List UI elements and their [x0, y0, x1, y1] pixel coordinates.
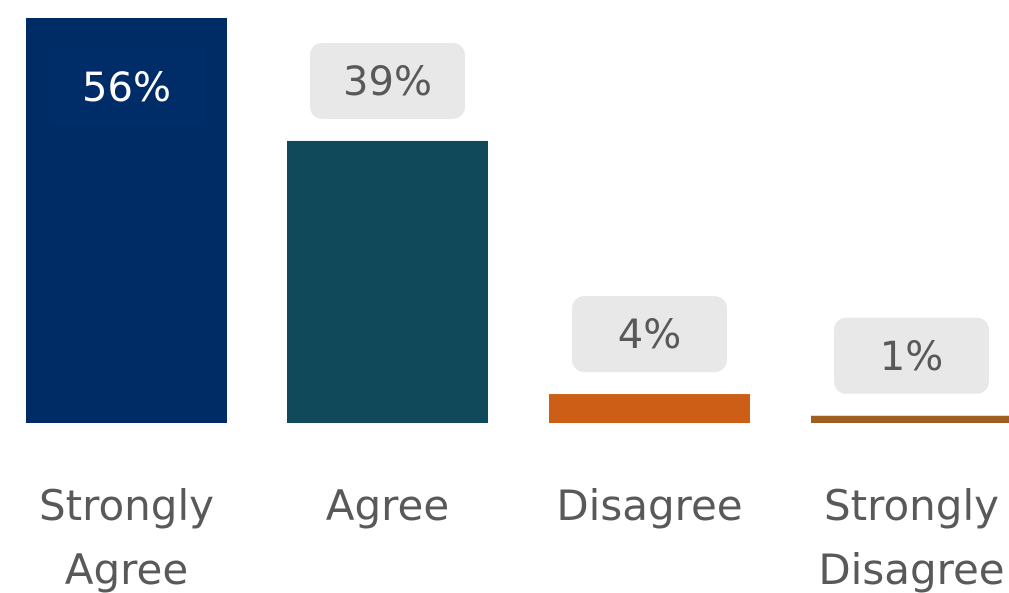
category-label-disagree: Disagree: [556, 481, 742, 530]
data-label-strongly-agree: 56%: [82, 65, 171, 111]
bar-strongly-disagree: [811, 415, 1009, 423]
data-label-strongly-disagree: 1%: [880, 334, 943, 380]
data-label-box-disagree: [572, 296, 727, 373]
category-label-strongly-disagree: Strongly Disagree: [818, 481, 1004, 593]
category-label-line: Strongly: [39, 481, 214, 530]
data-label-box-strongly-disagree: [834, 317, 989, 394]
category-label-line: Disagree: [818, 545, 1004, 593]
data-label-agree: 39%: [343, 59, 432, 105]
category-label-line: Agree: [326, 481, 449, 530]
data-label-box-strongly-agree: [49, 49, 204, 125]
bar-disagree: [549, 394, 750, 423]
category-label-strongly-agree: Strongly Agree: [39, 481, 214, 593]
category-label-agree: Agree: [326, 481, 449, 530]
category-label-line: Strongly: [824, 481, 999, 530]
category-label-line: Agree: [65, 545, 188, 593]
data-label-disagree: 4%: [618, 312, 681, 358]
data-label-box-agree: [310, 42, 465, 119]
data-labels-group: 56% 39% 4% 1%: [49, 42, 989, 394]
bar-agree: [287, 140, 488, 424]
category-label-line: Disagree: [556, 481, 742, 530]
category-labels-group: Strongly Agree Agree Disagree Strongly Disagr…: [39, 481, 1005, 593]
